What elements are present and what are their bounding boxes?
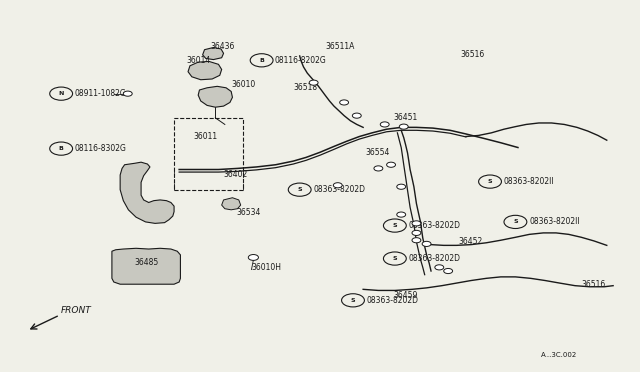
Polygon shape [203,48,223,60]
Text: S: S [351,298,355,303]
Circle shape [422,241,431,247]
Polygon shape [221,198,241,210]
Text: 36436: 36436 [211,42,235,51]
Circle shape [444,269,452,273]
Circle shape [124,91,132,96]
Circle shape [412,238,421,243]
Text: 36534: 36534 [236,208,260,217]
Circle shape [412,230,421,235]
Text: 36402: 36402 [223,170,248,179]
Circle shape [353,113,361,118]
Text: B: B [259,58,264,63]
Polygon shape [112,248,180,284]
Text: FRONT: FRONT [61,306,92,315]
Text: 36451: 36451 [393,113,417,122]
Circle shape [387,162,396,167]
Text: 08363-8202D: 08363-8202D [367,296,419,305]
Text: S: S [392,256,397,261]
Text: 36516: 36516 [461,50,485,59]
Circle shape [397,212,406,217]
Circle shape [333,183,342,188]
Text: 36511A: 36511A [325,42,355,51]
Text: S: S [392,223,397,228]
Text: 08116-8202G: 08116-8202G [275,56,326,65]
Circle shape [380,122,389,127]
Text: B: B [59,146,63,151]
Circle shape [399,124,408,129]
Circle shape [248,254,259,260]
Bar [174,118,243,190]
Text: 36554: 36554 [365,148,390,157]
Text: 08911-1082G: 08911-1082G [74,89,126,98]
Text: 08363-8202II: 08363-8202II [504,177,555,186]
Circle shape [435,265,444,270]
Circle shape [412,221,421,226]
Text: 36010: 36010 [231,80,255,89]
Polygon shape [188,61,221,80]
Circle shape [309,80,318,85]
Text: 36014: 36014 [187,56,211,65]
Text: S: S [513,219,518,224]
Circle shape [397,184,406,189]
Text: 36011: 36011 [193,132,217,141]
Circle shape [340,100,349,105]
Polygon shape [120,162,174,223]
Text: 36459: 36459 [393,291,417,300]
Text: 36518: 36518 [293,83,317,92]
Polygon shape [198,86,232,107]
Text: 36516: 36516 [581,280,605,289]
Text: 36010H: 36010H [252,263,282,272]
Text: S: S [298,187,302,192]
Text: 36452: 36452 [458,237,483,246]
Text: N: N [58,91,64,96]
Text: 08363-8202D: 08363-8202D [314,185,365,194]
Text: S: S [488,179,492,184]
Text: 08363-8202D: 08363-8202D [409,254,461,263]
Text: 08363-8202D: 08363-8202D [409,221,461,230]
Text: A...3C.002: A...3C.002 [541,352,577,358]
Text: 36485: 36485 [135,258,159,267]
Circle shape [374,166,383,171]
Text: 08363-8202II: 08363-8202II [529,217,580,227]
Text: 08116-8302G: 08116-8302G [74,144,126,153]
